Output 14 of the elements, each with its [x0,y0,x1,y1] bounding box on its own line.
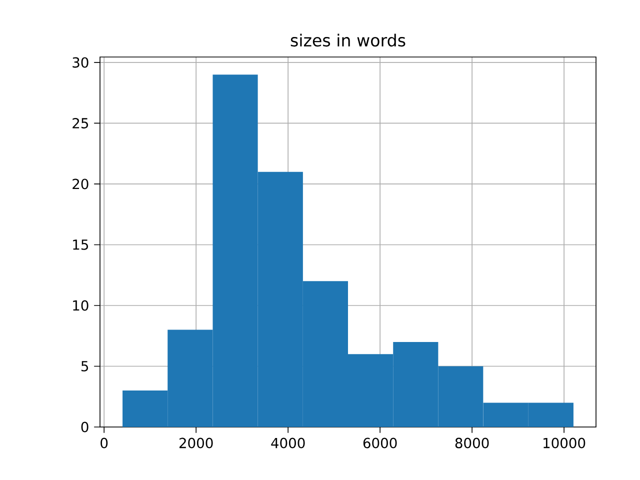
y-tick-label: 15 [73,240,88,250]
y-tick-label: 5 [81,361,88,372]
y-tick-label: 30 [72,57,88,68]
x-tick-label: 0 [100,438,108,448]
x-tick-label: 8000 [455,438,489,448]
x-tick-label: 4000 [271,438,305,448]
y-tick-label: 25 [72,118,88,128]
x-tick-label: 6000 [363,438,397,448]
y-tick-label: 10 [73,300,88,311]
x-tick-label: 10000 [544,438,586,448]
y-tick-label: 0 [81,422,88,432]
y-tick-label: 20 [72,178,88,190]
chart-title: sizes in words [290,34,406,47]
x-tick-label: 2000 [179,438,213,448]
